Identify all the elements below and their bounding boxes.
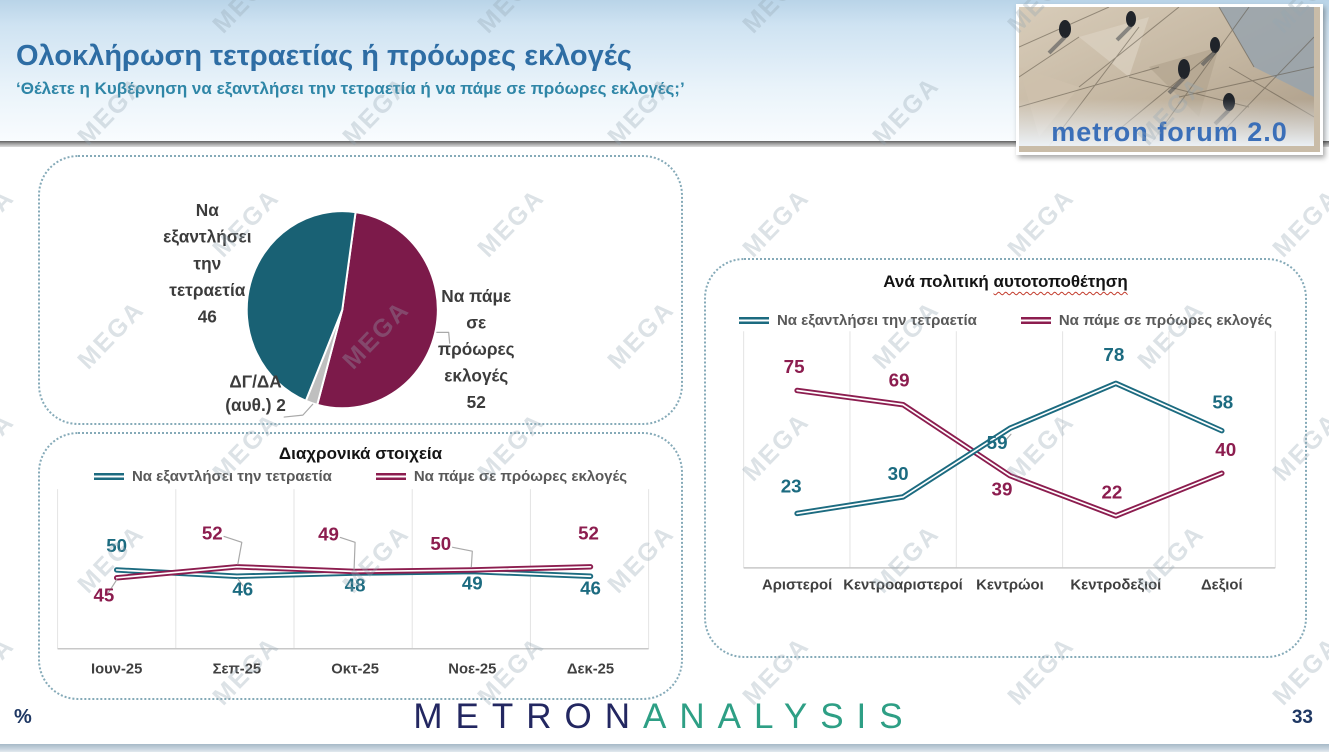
x-axis-label: Νοε-25	[448, 661, 496, 677]
data-label: 52	[202, 522, 223, 543]
legend-politics: Να εξαντλήσει την τετραετία Να πάμε σε πρ…	[706, 312, 1305, 329]
mega-watermark: MEGA	[0, 183, 21, 263]
data-label: 23	[781, 476, 802, 497]
data-label: 50	[106, 535, 127, 556]
leader-line	[107, 579, 118, 595]
timeline-panel: Διαχρονικά στοιχεία Να εξαντλήσει την τε…	[38, 432, 683, 700]
x-axis-label: Δεκ-25	[567, 661, 614, 677]
pie-panel: Να εξαντλήσει την τετραετία 46 Να πάμε σε πρόωρ…	[38, 155, 683, 425]
politics-chart: Αριστεροί Κεντροαριστεροί Κεντρώοι Κεντροδε…	[743, 331, 1276, 594]
metron-analysis-logo: METRONANALYSIS	[0, 697, 1329, 737]
data-label: 46	[580, 578, 601, 599]
leader-line	[452, 546, 473, 568]
x-axis-label: Αριστεροί	[762, 578, 832, 594]
data-label: 52	[578, 522, 599, 543]
data-label: 46	[232, 579, 253, 600]
logo-photo	[1019, 7, 1314, 146]
legend-label: Να εξαντλήσει την τετραετία	[131, 468, 332, 485]
header-divider	[0, 141, 1329, 147]
legend-item: Να εξαντλήσει την τετραετία	[738, 312, 977, 329]
leader-line	[237, 578, 244, 587]
chart-title-politics-plain: Ανά πολιτική	[883, 272, 994, 291]
data-label: 58	[1212, 392, 1233, 413]
chart-title-timeline: Διαχρονικά στοιχεία	[278, 444, 443, 463]
leader-line	[1002, 433, 1012, 444]
x-axis-label: Σεπ-25	[213, 661, 262, 677]
data-label: 45	[93, 584, 114, 605]
brand-analysis: ANALYSIS	[643, 697, 916, 736]
legend-timeline: Να εξαντλήσει την τετραετία Να πάμε σε πρ…	[40, 468, 681, 485]
series-line-core	[115, 565, 592, 579]
page-subtitle: ‘Θέλετε η Κυβέρνηση να εξαντλήσει την τε…	[16, 79, 685, 98]
mega-watermark: MEGA	[0, 407, 21, 487]
legend-item: Να πάμε σε πρόωρες εκλογές	[375, 468, 628, 485]
leader-line	[223, 535, 243, 565]
x-axis-label: Κεντροδεξιοί	[1070, 578, 1161, 594]
data-label: 69	[889, 370, 910, 391]
x-axis-label: Οκτ-25	[331, 661, 379, 677]
legend-label: Να πάμε σε πρόωρες εκλογές	[413, 468, 628, 485]
leader-line	[283, 403, 314, 418]
chart-title-politics-underlined: αυτοτοποθέτηση	[993, 272, 1128, 291]
pie-slice-label: ΔΓ/ΔΑ	[229, 372, 281, 392]
pie-slice-label: 52	[467, 392, 486, 412]
x-axis-label: Κεντρώοι	[976, 578, 1044, 594]
legend-swatch	[375, 473, 406, 480]
pie-slice-label: σε	[466, 312, 486, 332]
data-label: 50	[430, 533, 451, 554]
leader-line	[339, 536, 356, 570]
pie-slice	[316, 211, 439, 410]
chart-title-politics: Ανά πολιτική αυτοτοποθέτηση	[706, 272, 1305, 292]
data-label: 40	[1215, 439, 1236, 460]
data-label: 30	[888, 463, 909, 484]
data-label: 78	[1103, 344, 1124, 365]
timeline-chart: Ιουν-25 Σεπ-25 Οκτ-25 Νοε-25 Δεκ-25 50 46 48 49 4…	[57, 489, 650, 677]
pie-slice-label: την	[193, 253, 221, 273]
data-label: 75	[784, 356, 805, 377]
pie-slice-label: (αυθ.) 2	[225, 395, 286, 415]
leader-line	[436, 331, 451, 344]
pie-chart: Να εξαντλήσει την τετραετία 46 Να πάμε σε πρόωρ…	[163, 200, 515, 418]
data-label: 22	[1101, 482, 1122, 503]
pie-slice-label: Να πάμε	[441, 286, 511, 306]
data-label: 39	[992, 479, 1013, 500]
brand-metron: METRON	[413, 697, 644, 736]
legend-swatch	[93, 473, 124, 480]
x-axis-label: Ιουν-25	[91, 661, 142, 677]
pie-slice-label: τετραετία	[169, 280, 245, 300]
politics-panel: Ανά πολιτική αυτοτοποθέτηση Να εξαντλήσε…	[704, 258, 1307, 658]
pie-slice-label: Να	[196, 200, 219, 220]
series-line-core	[796, 382, 1223, 515]
data-label: 49	[318, 523, 339, 544]
metron-forum-logo: metron forum 2.0	[1016, 4, 1323, 155]
mega-watermark: MEGA	[1002, 183, 1081, 263]
legend-label: Να πάμε σε πρόωρες εκλογές	[1058, 312, 1273, 329]
legend-item: Να εξαντλήσει την τετραετία	[93, 468, 332, 485]
legend-item: Να πάμε σε πρόωρες εκλογές	[1020, 312, 1273, 329]
percent-note: %	[14, 706, 32, 728]
page-title: Ολοκλήρωση τετραετίας ή πρόωρες εκλογές	[16, 40, 632, 72]
legend-swatch	[738, 317, 769, 324]
x-axis-label: Κεντροαριστεροί	[843, 578, 963, 594]
page-number: 33	[1291, 707, 1313, 728]
legend-label: Να εξαντλήσει την τετραετία	[776, 312, 977, 329]
series-line-core	[796, 389, 1223, 517]
mega-watermark: MEGA	[1267, 183, 1329, 263]
pie-slice-label: εξαντλήσει	[163, 227, 252, 247]
x-axis-label: Δεξιοί	[1201, 578, 1243, 594]
data-label: 59	[987, 432, 1008, 453]
pie-slice-label: πρόωρες	[438, 339, 515, 359]
pie-slice-label: εκλογές	[444, 366, 508, 386]
data-label: 48	[345, 575, 366, 596]
logo-caption-text: metron forum 2.0	[1051, 117, 1288, 147]
pie-slice	[245, 210, 357, 402]
data-label: 49	[462, 573, 483, 594]
mega-watermark: MEGA	[737, 183, 816, 263]
legend-swatch	[1020, 317, 1051, 324]
pie-slice-label: 46	[198, 307, 217, 327]
bottom-bar	[0, 744, 1329, 752]
